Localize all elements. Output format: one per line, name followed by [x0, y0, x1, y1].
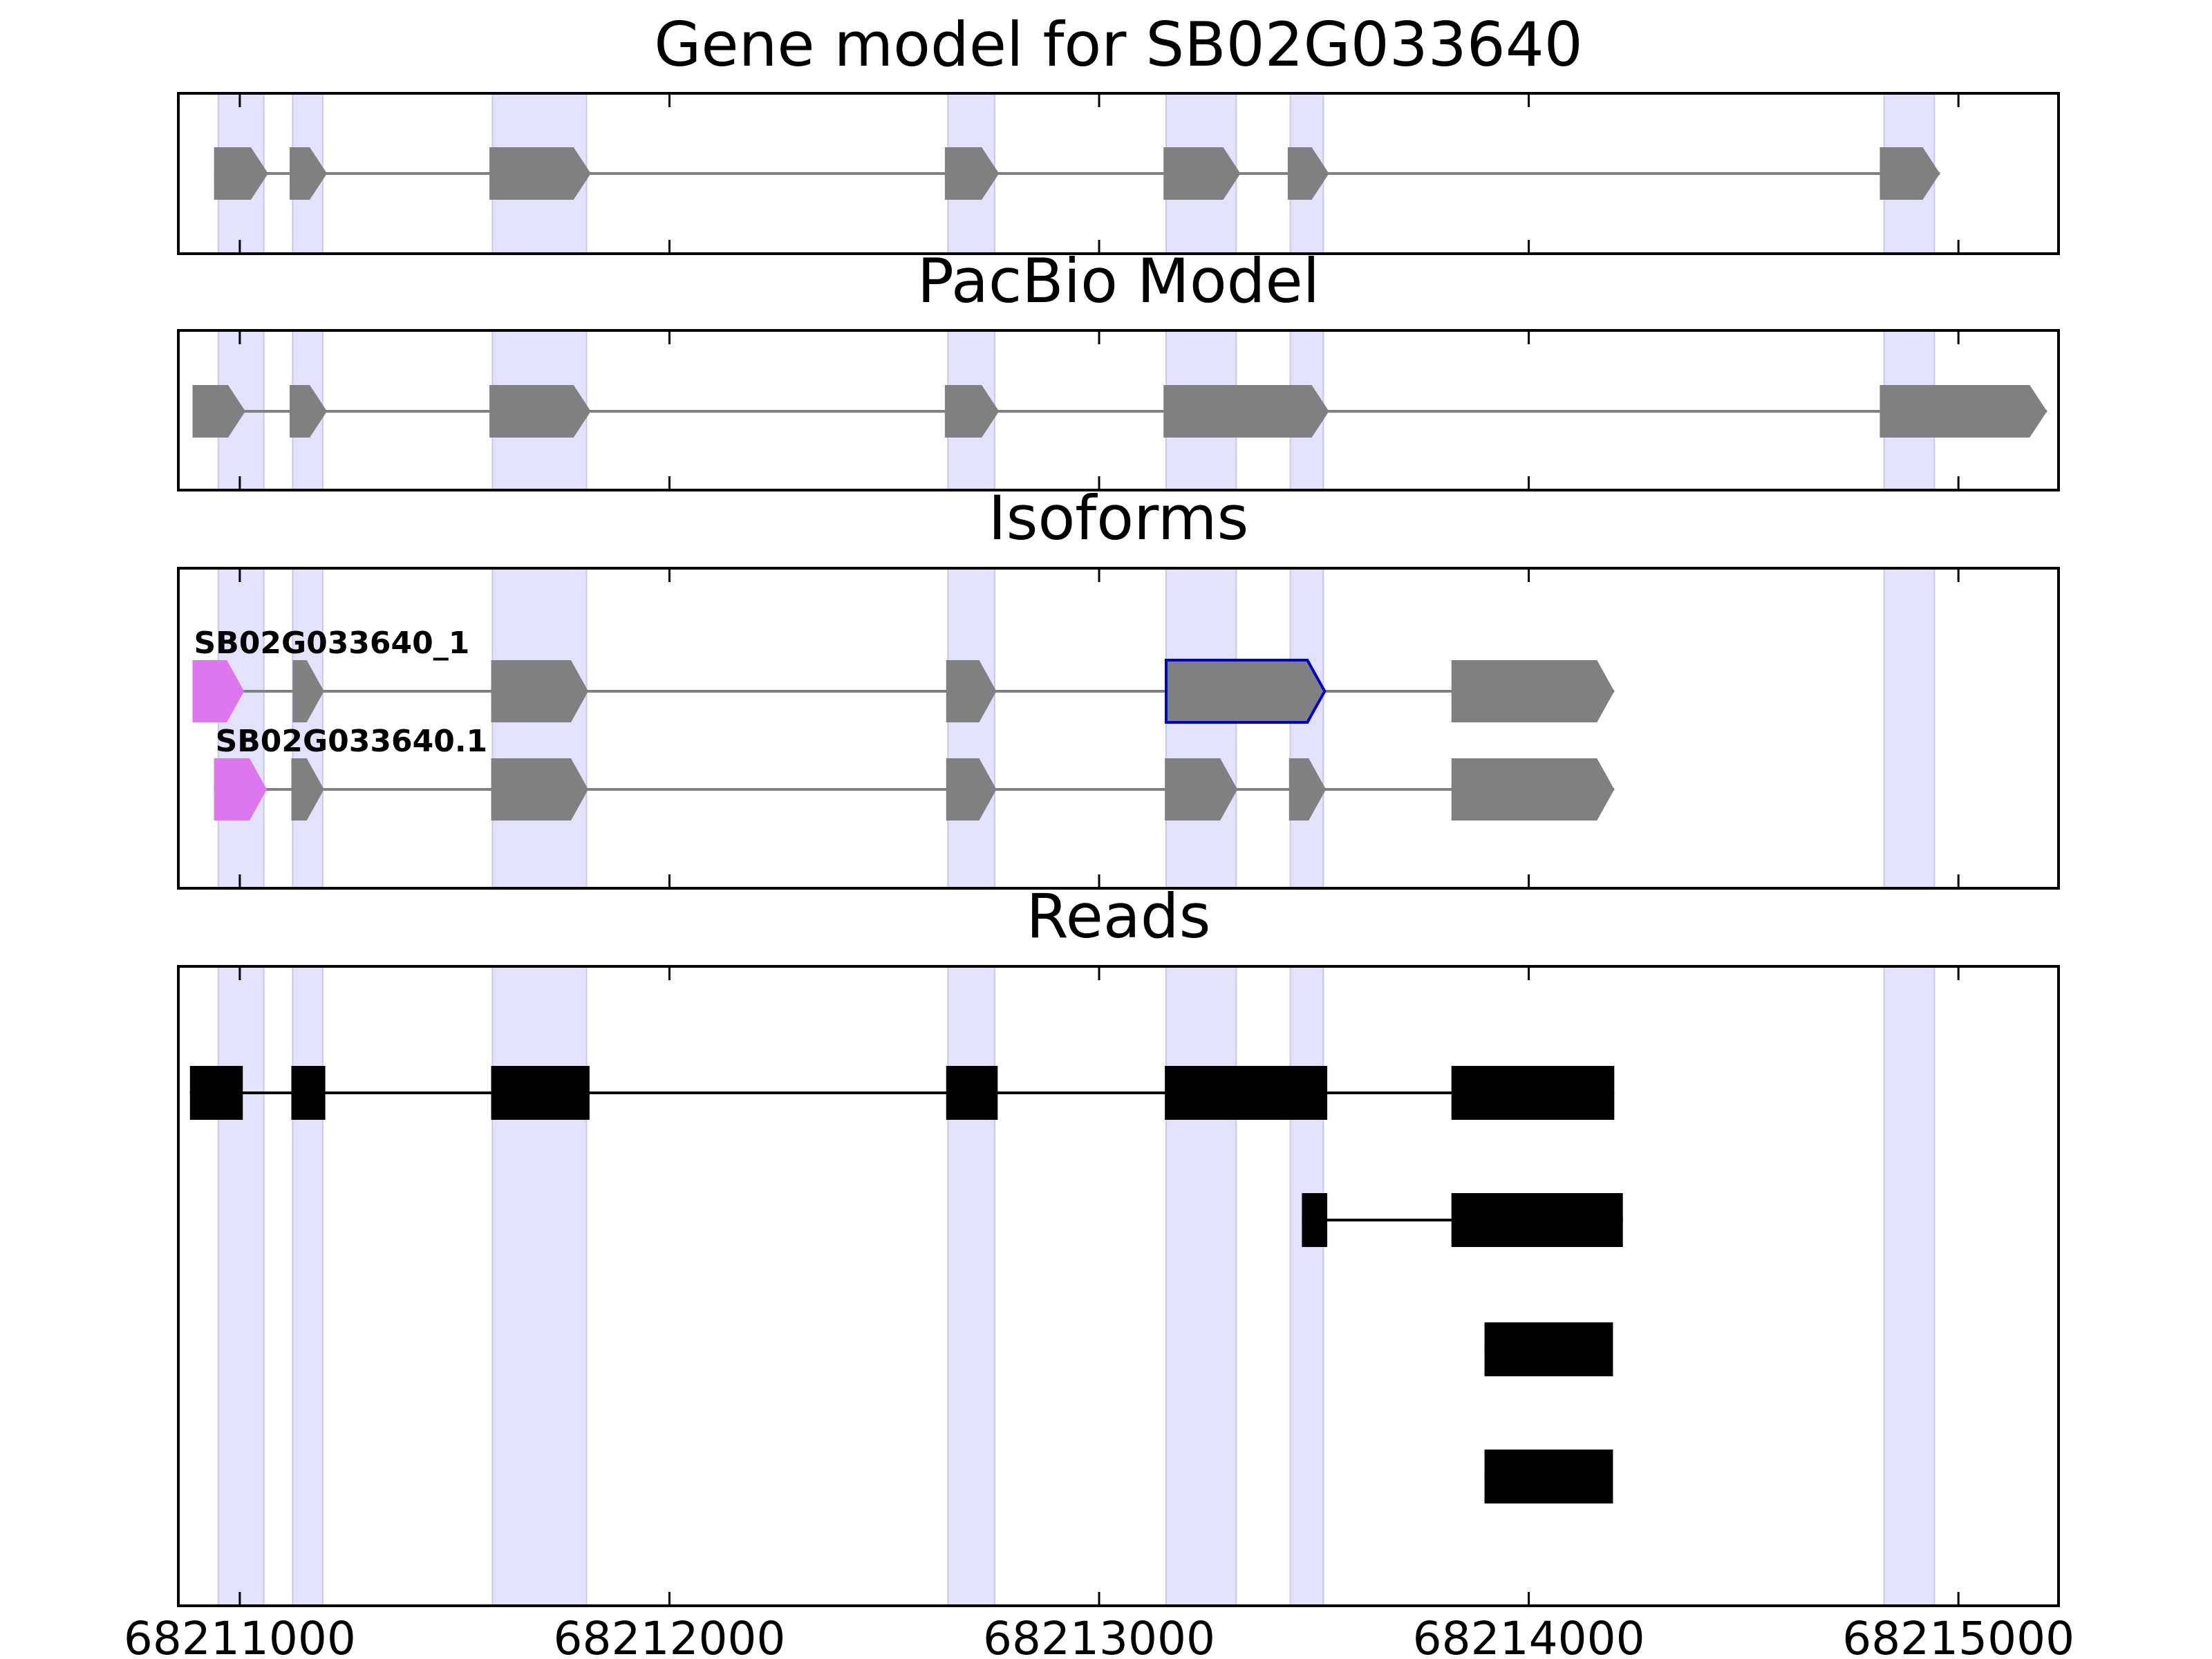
- x-tick-label: 68213000: [983, 1612, 1215, 1659]
- exon: [946, 660, 997, 722]
- exon: [491, 1066, 590, 1120]
- exon: [1165, 758, 1238, 821]
- exon: [214, 758, 268, 821]
- exon: [192, 385, 245, 438]
- exon: [1880, 147, 1940, 200]
- exon: [1164, 659, 1327, 724]
- exon: [944, 385, 1000, 438]
- track-label: SB02G033640.1: [216, 724, 488, 759]
- panel-frame: [177, 567, 2060, 890]
- exon: [491, 660, 588, 722]
- exon: [1484, 1322, 1613, 1376]
- highlight-band: [947, 568, 995, 889]
- exon: [1451, 1066, 1615, 1120]
- exon: [291, 1066, 326, 1120]
- exon: [1451, 758, 1615, 821]
- exon: [289, 385, 328, 438]
- panel-frame: [177, 92, 2060, 255]
- x-tick-label: 68215000: [1842, 1612, 2074, 1659]
- highlight-band: [1289, 966, 1324, 1606]
- exon: [292, 660, 324, 722]
- highlight-band: [1165, 966, 1237, 1606]
- exon: [1484, 1450, 1613, 1503]
- exon: [192, 660, 245, 722]
- exon: [1451, 660, 1615, 722]
- exon: [1163, 147, 1241, 200]
- highlight-band: [1289, 568, 1324, 889]
- x-tick-label: 68212000: [553, 1612, 785, 1659]
- panel-title: PacBio Model: [917, 245, 1320, 317]
- panel-title: Gene model for SB02G033640: [654, 9, 1583, 80]
- exon: [289, 147, 328, 200]
- exon: [1163, 385, 1329, 438]
- x-tick-label: 68211000: [124, 1612, 356, 1659]
- panel-title: Isoforms: [988, 482, 1249, 554]
- panel-title: Reads: [1027, 881, 1211, 952]
- exon: [1302, 1193, 1328, 1247]
- exon: [946, 1066, 998, 1120]
- exon: [1451, 1193, 1623, 1247]
- exon: [489, 147, 591, 200]
- exon: [1288, 758, 1327, 821]
- exon: [489, 385, 591, 438]
- highlight-band: [947, 966, 995, 1606]
- highlight-band: [1883, 568, 1936, 889]
- exon: [189, 1066, 243, 1120]
- x-tick-label: 68214000: [1413, 1612, 1645, 1659]
- exon: [946, 758, 997, 821]
- exon: [1880, 385, 2047, 438]
- highlight-band: [1883, 966, 1936, 1606]
- exon: [291, 758, 324, 821]
- panel-frame: [177, 965, 2060, 1607]
- exon: [1165, 1066, 1328, 1120]
- exon: [944, 147, 1000, 200]
- highlight-band: [1165, 568, 1237, 889]
- highlight-band: [217, 966, 265, 1606]
- exon: [1287, 147, 1329, 200]
- highlight-band: [491, 966, 588, 1606]
- track-label: SB02G033640_1: [194, 626, 470, 661]
- exon: [214, 147, 268, 200]
- highlight-band: [491, 568, 588, 889]
- panel-frame: [177, 329, 2060, 491]
- highlight-band: [292, 966, 324, 1606]
- exon: [491, 758, 588, 821]
